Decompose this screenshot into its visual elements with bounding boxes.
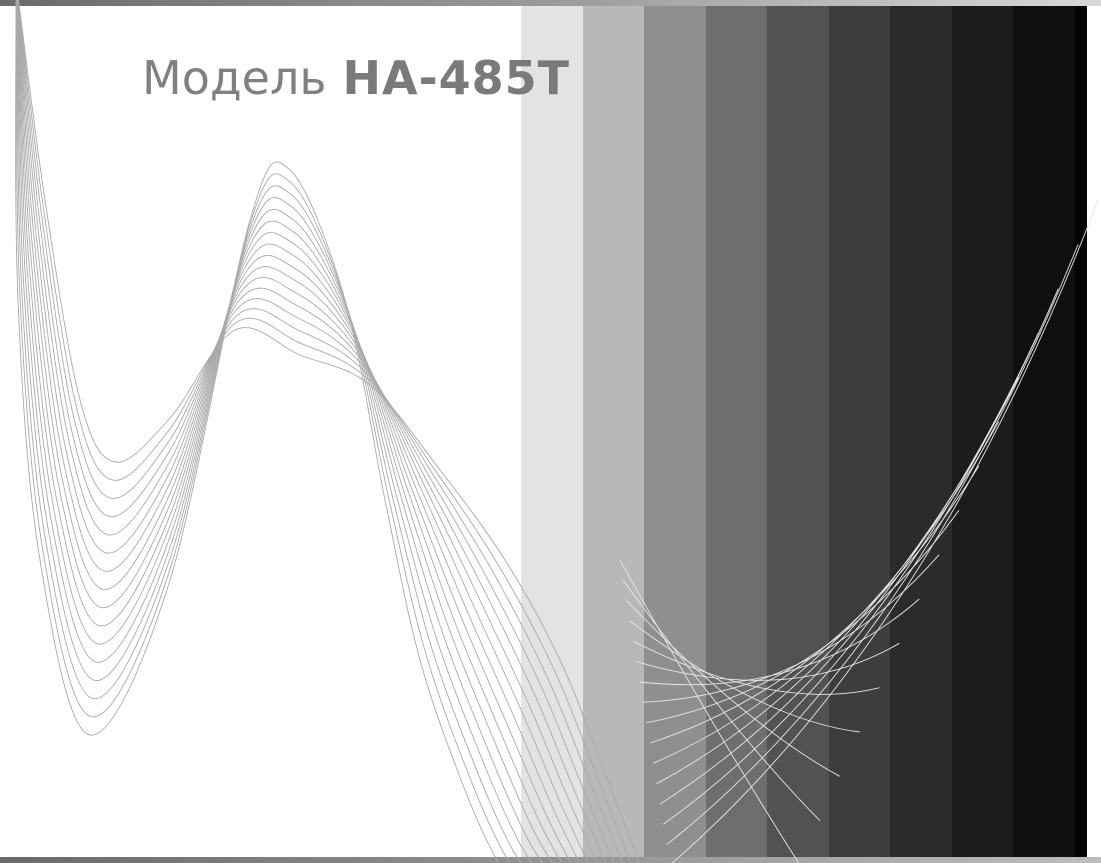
arc-line [666,244,1079,846]
arc-line [626,600,840,777]
wave-line [16,0,581,863]
gray-band [829,0,890,863]
arc-line [653,421,1000,764]
wave-line [15,0,511,863]
arc-line [649,465,980,744]
wave-line [16,0,563,863]
wave-line [15,0,522,863]
model-title: Модель HA-485T [142,48,570,108]
wave-line [15,0,500,863]
gray-band [583,0,644,863]
wave-line [16,0,572,863]
arc-line [671,199,1099,863]
gray-band [644,0,706,863]
arc-line [636,642,900,681]
arc-line [646,510,960,724]
gray-band [890,0,952,863]
arc-line [659,332,1039,805]
arc-line [622,580,821,822]
arc-line [656,377,1019,785]
wave-line [17,0,623,863]
model-number: HA-485T [342,51,571,105]
gray-band [1013,0,1075,863]
top-rule [0,0,1101,6]
arc-line [629,620,860,733]
wave-line [17,0,606,863]
wave-line [16,0,533,863]
gray-band [521,0,583,863]
wave-line [16,0,544,863]
arc-line [663,288,1059,825]
wave-line [16,0,553,863]
wave-line [17,0,589,863]
model-word: Модель [142,51,327,105]
arc-line [639,598,920,686]
arc-line [619,559,800,863]
wave-line [17,0,615,863]
gray-band [1075,0,1087,863]
wave-line [18,0,640,863]
wave-line [17,0,632,863]
arc-line [643,554,940,703]
wave-line [17,0,598,863]
gray-band [952,0,1013,863]
